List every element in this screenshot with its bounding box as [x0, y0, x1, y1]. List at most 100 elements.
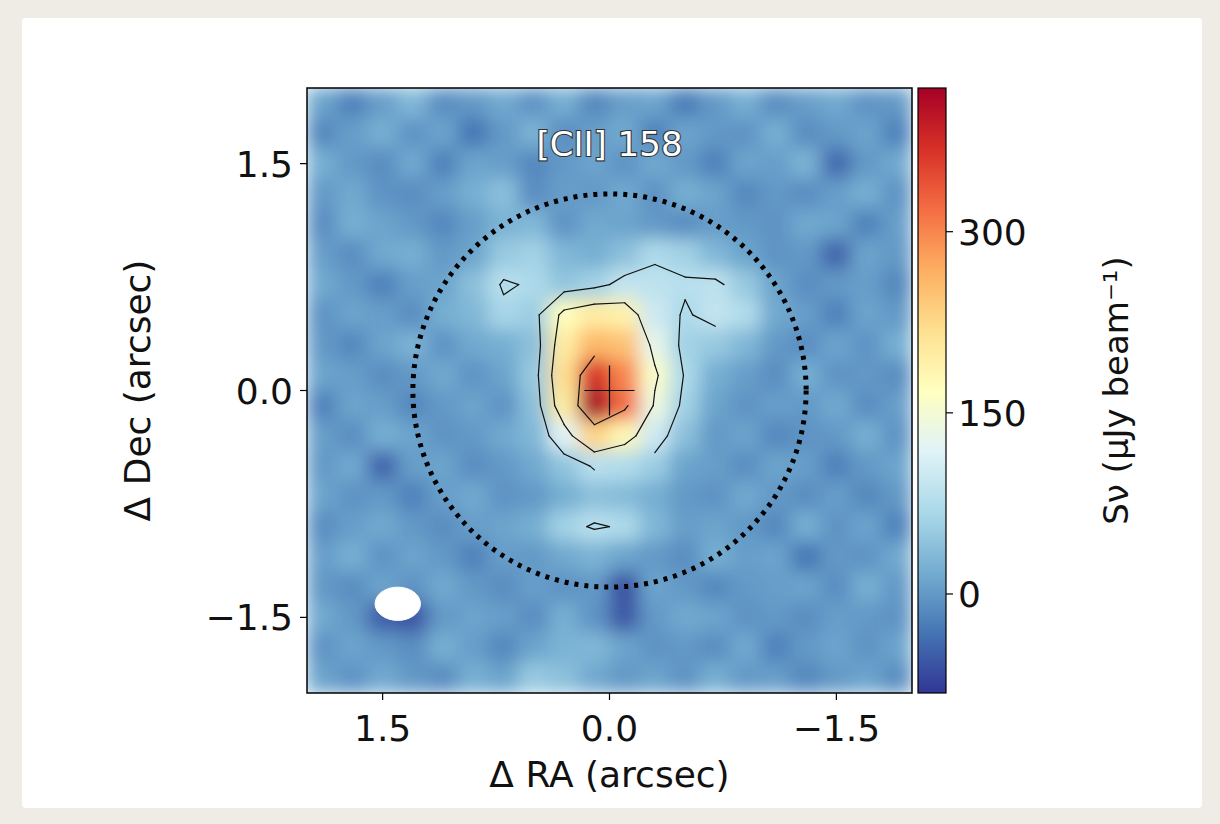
cell [821, 360, 852, 391]
cell [791, 420, 822, 451]
cell [518, 88, 549, 119]
cell [428, 390, 459, 421]
cell [337, 88, 368, 119]
y-axis-title: Δ Dec (arcsec) [117, 260, 158, 522]
cell [367, 481, 398, 512]
cell [549, 662, 580, 693]
cell [428, 209, 459, 240]
cell [458, 239, 489, 270]
contour [538, 345, 540, 375]
cell [700, 632, 731, 663]
cell [851, 390, 882, 421]
cell [609, 239, 640, 270]
cell [428, 451, 459, 482]
cell [881, 330, 912, 361]
cell [791, 299, 822, 330]
cell [730, 541, 761, 572]
contour [564, 304, 594, 310]
cell [367, 299, 398, 330]
cell [730, 632, 761, 663]
cell [307, 299, 338, 330]
cell [337, 662, 368, 693]
cell [851, 360, 882, 391]
cell [397, 481, 428, 512]
contour [555, 406, 564, 425]
colorbar-tick [946, 412, 953, 413]
cell [337, 451, 368, 482]
cell [730, 209, 761, 240]
cell [337, 360, 368, 391]
cell [821, 299, 852, 330]
contour [587, 523, 595, 527]
cell [518, 239, 549, 270]
y-tick [300, 390, 307, 391]
cell [428, 178, 459, 209]
cell [458, 330, 489, 361]
cell [307, 330, 338, 361]
cell [337, 148, 368, 179]
frame [307, 88, 912, 693]
contour [679, 315, 680, 345]
x-tick-label: 1.5 [354, 708, 411, 749]
colorbar-title: Sν (μJy beam⁻¹) [1096, 256, 1136, 525]
cell [428, 511, 459, 542]
cell [609, 360, 640, 391]
cell [760, 602, 791, 633]
cell [549, 88, 580, 119]
cell [458, 148, 489, 179]
cell [579, 269, 610, 300]
cell [821, 269, 852, 300]
figure: [CII] 1581.50.0−1.51.50.0−1.5Δ RA (arcse… [0, 0, 1220, 824]
cell [367, 541, 398, 572]
cell [609, 390, 640, 421]
contour [572, 436, 594, 452]
cell [458, 632, 489, 663]
cell [821, 239, 852, 270]
cell [881, 481, 912, 512]
cell [851, 602, 882, 633]
cell [549, 239, 580, 270]
cell [458, 88, 489, 119]
cell [791, 451, 822, 482]
cell [367, 178, 398, 209]
cell [730, 148, 761, 179]
cell [851, 148, 882, 179]
cell [488, 360, 519, 391]
cell [397, 330, 428, 361]
cell [881, 88, 912, 119]
cell [337, 481, 368, 512]
cell [639, 541, 670, 572]
cell [458, 299, 489, 330]
cell [397, 541, 428, 572]
cell [397, 632, 428, 663]
cell [579, 88, 610, 119]
contour [594, 523, 609, 527]
cell [307, 360, 338, 391]
cell [760, 572, 791, 603]
cell [730, 360, 761, 391]
beam [375, 587, 420, 620]
contour [680, 300, 685, 315]
cell [307, 511, 338, 542]
cell [730, 451, 761, 482]
cell [367, 148, 398, 179]
cell [307, 239, 338, 270]
cell [760, 178, 791, 209]
cell [549, 602, 580, 633]
center-cross [585, 366, 635, 416]
heatmap [307, 88, 912, 693]
cell [488, 330, 519, 361]
contour [504, 285, 519, 295]
contour [590, 466, 594, 470]
cell [639, 390, 670, 421]
cell [700, 481, 731, 512]
contour [638, 315, 650, 345]
cell [307, 632, 338, 663]
cell [337, 330, 368, 361]
contour [578, 406, 595, 425]
cell [549, 511, 580, 542]
cell [488, 602, 519, 633]
cell [458, 481, 489, 512]
cell [760, 239, 791, 270]
cell [579, 390, 610, 421]
